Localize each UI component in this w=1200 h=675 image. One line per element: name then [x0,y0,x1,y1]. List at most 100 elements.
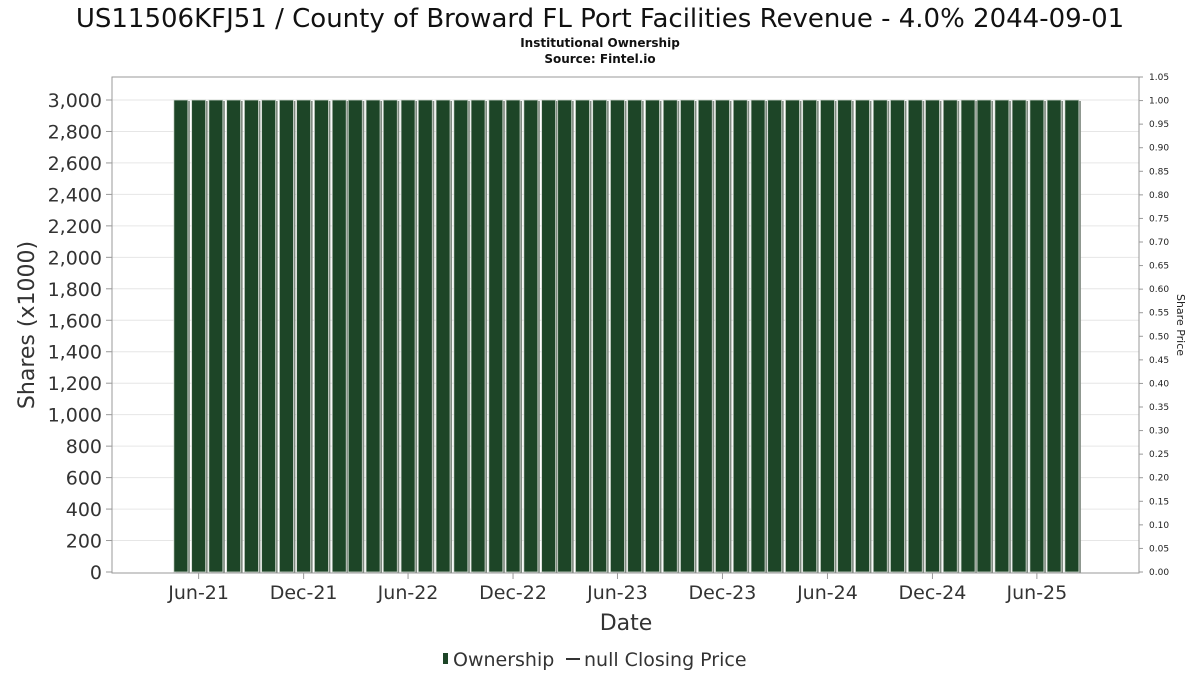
y2-tick-label: 0.45 [1149,356,1169,366]
y2-tick-label: 0.30 [1149,427,1169,437]
ownership-bar [279,99,294,573]
ownership-bar [541,99,557,573]
x-tick-label: Dec-23 [689,582,757,604]
y2-axis-label: Share Price [1174,294,1187,356]
ownership-bar [697,99,713,573]
ownership-bar [976,99,992,573]
ownership-bar [925,99,940,573]
x-axis-ticks: Jun-21 Dec-21 Jun-22 Dec-22 Jun-23 Dec-23 Jun-… [167,573,1067,604]
ownership-bar [173,99,189,573]
y-tick-label: 200 [66,531,102,553]
ownership-bar [645,99,660,573]
y-tick-label: 2,800 [48,121,102,143]
chart-title: US11506KFJ51 / County of Broward FL Port… [76,4,1124,34]
ownership-bar [820,99,835,573]
ownership-bar [365,99,381,573]
ownership-bar [1064,99,1080,573]
y-axis-ticks: 0 200 400 600 800 1,000 1,200 1,400 1,600 1,800 2,… [48,90,112,584]
ownership-bar [785,99,800,573]
ownership-bar [732,99,748,573]
x-tick-label: Dec-24 [899,582,967,604]
y2-tick-label: 1.05 [1149,73,1169,83]
ownership-bar [907,99,923,573]
ownership-bar [960,99,976,573]
x-axis-label: Date [600,611,653,636]
ownership-bar [314,99,329,573]
y2-tick-label: 0.15 [1149,497,1169,507]
y-tick-label: 1,600 [48,310,102,332]
legend: Ownership null Closing Price [443,649,747,671]
y-tick-label: 800 [66,436,102,458]
bars [173,99,1081,573]
ownership-bar [855,99,870,573]
ownership-bar [715,99,730,573]
ownership-bar [191,99,207,573]
ownership-bar [750,99,766,573]
ownership-bar [382,99,398,573]
y2-tick-label: 0.55 [1149,309,1169,319]
y2-tick-label: 0.85 [1149,167,1169,177]
y2-tick-label: 0.20 [1149,474,1169,484]
y2-tick-label: 1.00 [1149,97,1169,107]
ownership-bar [592,99,608,573]
y2-tick-label: 0.90 [1149,144,1169,154]
ownership-bar [994,99,1010,573]
ownership-bar [890,99,905,573]
y-tick-label: 2,400 [48,184,102,206]
ownership-bar [1046,99,1062,573]
ownership-bar [627,99,643,573]
ownership-bar [400,99,416,573]
y-axis-label: Shares (x1000) [15,241,40,409]
ownership-bar [208,99,224,573]
y-tick-label: 2,000 [48,247,102,269]
ownership-bar [837,99,853,573]
y-tick-label: 1,000 [48,405,102,427]
y2-tick-label: 0.05 [1149,544,1169,554]
y-tick-label: 2,600 [48,153,102,175]
ownership-bar [505,99,521,573]
y-tick-label: 600 [66,468,102,490]
ownership-bar [557,99,573,573]
y-tick-label: 0 [90,562,102,584]
y2-tick-label: 0.75 [1149,214,1169,224]
ownership-bar [261,99,277,573]
ownership-bar [453,99,469,573]
y2-tick-label: 0.65 [1149,262,1169,272]
legend-price-label: null Closing Price [584,649,747,671]
y2-tick-label: 0.80 [1149,191,1169,201]
ownership-bar [470,99,486,573]
ownership-bar [226,99,242,573]
y2-tick-label: 0.70 [1149,238,1169,248]
y2-axis-ticks: 0.00 0.05 0.10 0.15 0.20 0.25 0.30 0.35 0.40 0.45… [1139,73,1169,578]
chart-subtitle-source: Source: Fintel.io [544,52,655,66]
y2-tick-label: 0.25 [1149,450,1169,460]
y-tick-label: 1,800 [48,279,102,301]
ownership-bar [610,99,625,573]
x-tick-label: Jun-21 [167,582,229,604]
ownership-bar [331,99,347,573]
x-tick-label: Dec-21 [270,582,338,604]
ownership-bar [767,99,783,573]
ownership-bar [435,99,451,573]
ownership-bar [347,99,363,573]
x-tick-label: Jun-25 [1006,582,1068,604]
x-tick-label: Jun-22 [377,582,439,604]
y-tick-label: 400 [66,499,102,521]
y2-tick-label: 0.10 [1149,521,1169,531]
ownership-bar [872,99,888,573]
y2-tick-label: 0.35 [1149,403,1169,413]
y2-tick-label: 0.50 [1149,332,1169,342]
ownership-bar [680,99,695,573]
y2-tick-label: 0.95 [1149,120,1169,130]
y-tick-label: 1,400 [48,342,102,364]
legend-ownership-label: Ownership [453,649,554,671]
x-tick-label: Jun-23 [586,582,648,604]
y-tick-label: 3,000 [48,90,102,112]
y-tick-label: 1,200 [48,373,102,395]
ownership-bar [575,99,590,573]
x-tick-label: Dec-22 [479,582,547,604]
chart-subtitle-ownership: Institutional Ownership [520,36,680,50]
y-tick-label: 2,200 [48,216,102,238]
ownership-bar [417,99,433,573]
